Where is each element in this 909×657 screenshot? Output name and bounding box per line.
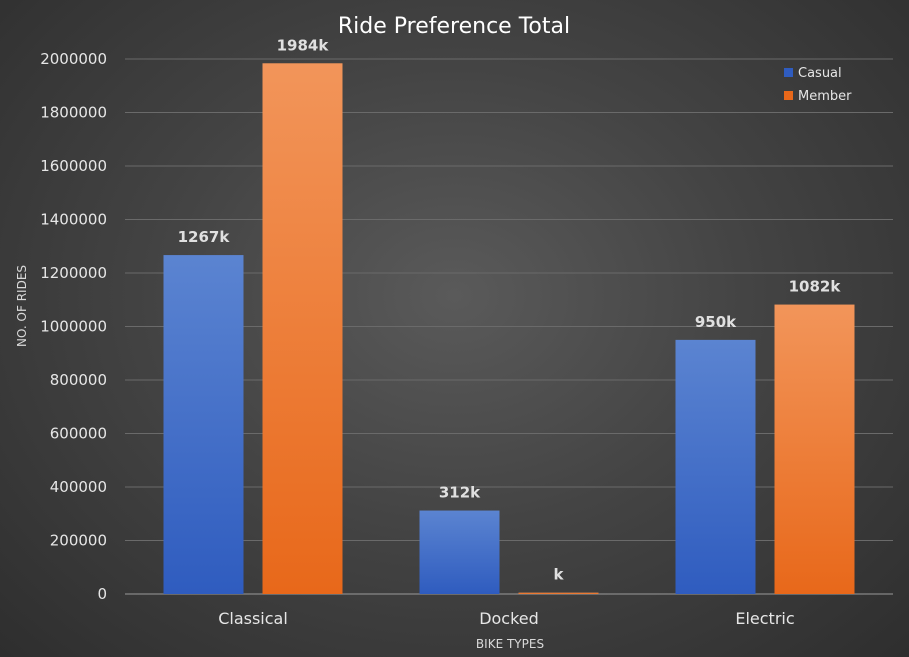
x-axis-title: BIKE TYPES: [476, 637, 544, 651]
data-label: 1082k: [789, 278, 842, 296]
y-tick-label: 1400000: [40, 211, 107, 229]
bar-casual-docked: [419, 510, 500, 594]
y-tick-label: 400000: [50, 478, 107, 496]
y-tick-label: 0: [97, 585, 107, 603]
legend-label: Casual: [798, 66, 842, 81]
data-label: 312k: [439, 484, 481, 502]
y-tick-label: 2000000: [40, 50, 107, 68]
bars: [163, 63, 855, 594]
bar-casual-classical: [163, 255, 244, 594]
y-tick-label: 600000: [50, 425, 107, 443]
y-tick-label: 800000: [50, 371, 107, 389]
legend-swatch: [784, 68, 793, 77]
y-tick-label: 1000000: [40, 318, 107, 336]
chart-title: Ride Preference Total: [338, 14, 570, 39]
bar-member-classical: [262, 63, 343, 594]
data-label: 1984k: [277, 36, 330, 54]
legend: Casual Member: [784, 66, 852, 104]
y-tick-label: 200000: [50, 532, 107, 550]
x-category-label: Electric: [735, 609, 794, 628]
y-axis-ticks: 0 200000 400000 600000 800000 1000000 1200000 1…: [40, 50, 107, 603]
gridlines: [125, 58, 893, 595]
x-axis-categories: Classical Docked Electric: [218, 609, 794, 628]
data-label: 1267k: [178, 228, 231, 246]
x-category-label: Docked: [479, 609, 539, 628]
data-label: 950k: [695, 313, 737, 331]
bar-member-docked: [518, 592, 599, 594]
data-labels: 1267k 1984k 312k k 950k 1082k: [178, 36, 842, 583]
y-axis-title: NO. OF RIDES: [15, 265, 29, 347]
y-tick-label: 1800000: [40, 104, 107, 122]
bar-casual-electric: [675, 339, 756, 594]
y-tick-label: 1600000: [40, 157, 107, 175]
bar-member-electric: [774, 304, 855, 594]
data-label: k: [554, 566, 565, 584]
legend-label: Member: [798, 89, 852, 104]
y-tick-label: 1200000: [40, 264, 107, 282]
x-category-label: Classical: [218, 609, 288, 628]
legend-swatch: [784, 91, 793, 100]
